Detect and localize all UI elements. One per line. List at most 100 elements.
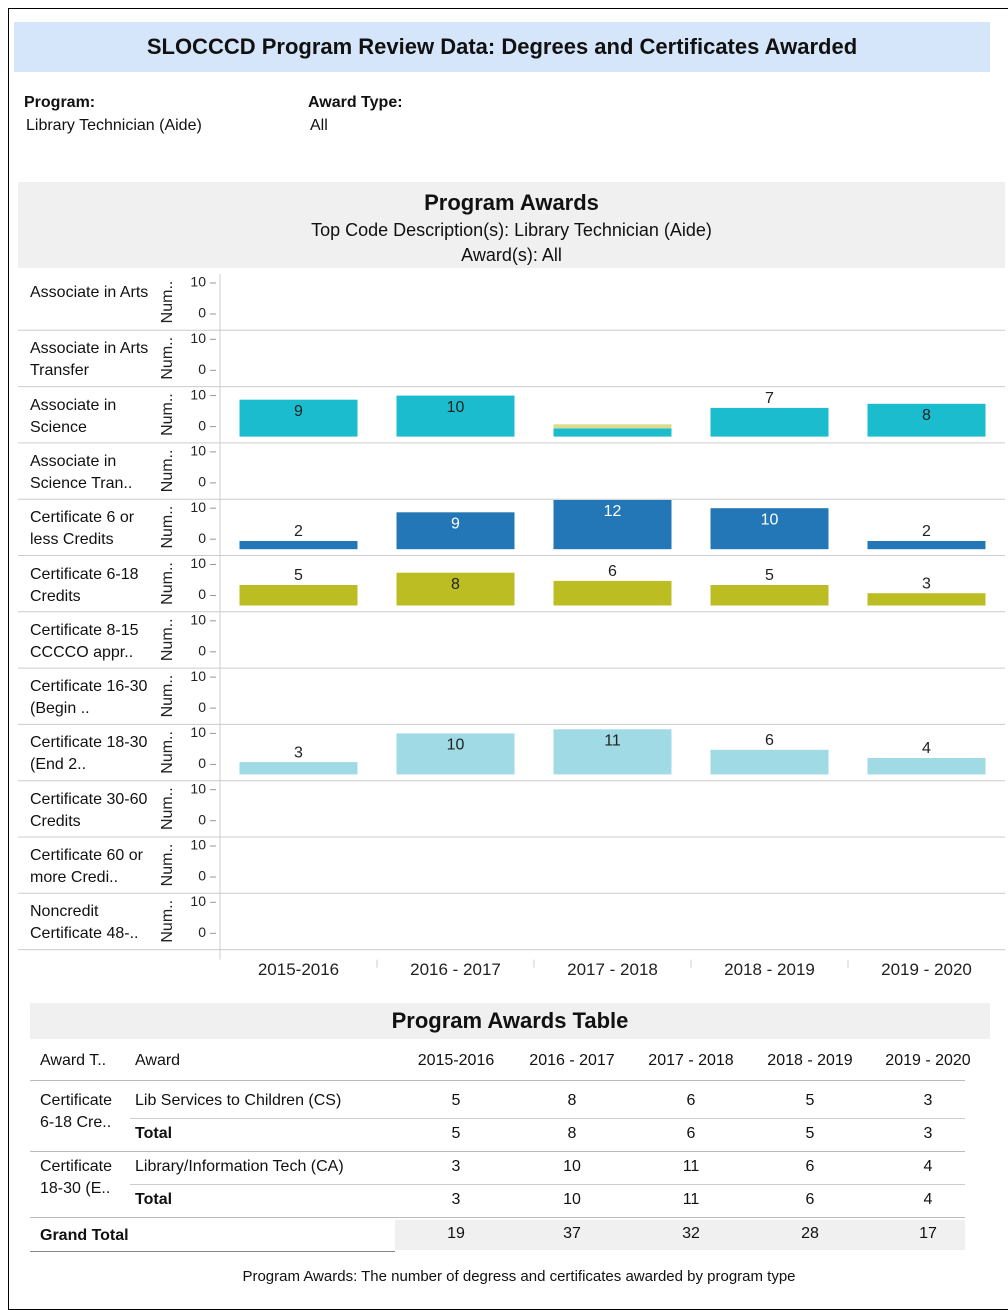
y-tick-label: 10: [190, 386, 206, 402]
row-label: Associate in Arts: [30, 284, 149, 301]
y-axis-label: Num..: [159, 450, 176, 493]
cell: 32: [682, 1225, 700, 1242]
y-tick-label: 0: [198, 305, 206, 321]
cell: 19: [447, 1225, 465, 1242]
y-tick-label: 0: [198, 417, 206, 433]
cell: 5: [805, 1125, 815, 1142]
row-label: Certificate 18-30 (End 2..: [30, 734, 148, 774]
row-label: Associate in Arts Transfer: [30, 340, 149, 380]
chart-header-bar: [18, 182, 1005, 268]
data-label: 3: [922, 575, 931, 592]
data-label: 8: [922, 407, 931, 424]
column-header: 2018 - 2019: [767, 1052, 853, 1069]
bar: [396, 733, 515, 775]
y-axis-label: Num..: [159, 393, 176, 436]
cell: 5: [805, 1092, 815, 1109]
y-tick-label: 0: [198, 643, 206, 659]
cell: 8: [567, 1125, 577, 1142]
data-label: 5: [294, 567, 303, 584]
chart-title: Program Awards: [424, 190, 599, 215]
bar: [553, 424, 672, 429]
x-tick-label: 2015-2016: [258, 960, 339, 979]
y-tick-label: 10: [190, 274, 206, 290]
cell: 5: [451, 1125, 461, 1142]
y-tick-label: 10: [190, 555, 206, 571]
table-bottom-rule: [30, 1251, 395, 1252]
bar: [239, 762, 358, 775]
cell: 3: [451, 1191, 461, 1208]
data-label: 6: [608, 563, 617, 580]
y-axis-label: Num..: [159, 675, 176, 718]
chart: Num.. 0 10 Num.. 0 10 Num.. 0 10 9 10 7 8 Num.. 0 10 Num…: [18, 274, 1005, 979]
x-tick-label: 2017 - 2018: [567, 960, 658, 979]
bar: [867, 541, 986, 550]
bar: [867, 593, 986, 606]
row-label: Certificate 8-15 CCCCO appr..: [30, 621, 139, 661]
data-label: 9: [294, 403, 303, 420]
table-title-bar: [30, 1003, 990, 1039]
y-tick-label: 0: [198, 755, 206, 771]
bar: [239, 541, 358, 550]
data-label: 5: [765, 567, 774, 584]
data-label: 12: [604, 503, 622, 520]
cell: 37: [563, 1225, 581, 1242]
bar: [239, 399, 358, 437]
group-rule: [30, 1217, 965, 1218]
column-header: 2019 - 2020: [885, 1052, 971, 1069]
header-title: SLOCCCD Program Review Data: Degrees and…: [146, 34, 858, 59]
bar: [553, 580, 672, 606]
y-axis-label: Num..: [159, 787, 176, 830]
y-tick-label: 0: [198, 699, 206, 715]
row-label: Certificate 16-30 (Begin ..: [30, 678, 148, 718]
cell: 11: [682, 1158, 700, 1175]
bar: [553, 428, 672, 437]
cell: 8: [567, 1092, 577, 1109]
x-tick-label: 2019 - 2020: [881, 960, 972, 979]
data-label: 11: [604, 733, 621, 750]
bar: [553, 729, 672, 775]
award-name: Total: [135, 1125, 173, 1142]
row-label: Noncredit Certificate 48-..: [30, 903, 139, 943]
bar: [867, 758, 986, 775]
filter-label: Program:: [24, 94, 96, 111]
cell: 5: [451, 1092, 461, 1109]
bar: [710, 508, 829, 550]
y-tick-label: 10: [190, 837, 206, 853]
header-rule: [30, 1080, 965, 1081]
y-axis-label: Num..: [159, 281, 176, 324]
cell: 11: [682, 1191, 700, 1208]
y-tick-label: 10: [190, 612, 206, 628]
chart-subtitle: Award(s): All: [461, 245, 562, 265]
cell: 6: [686, 1092, 696, 1109]
y-tick-label: 10: [190, 668, 206, 684]
cell: 3: [923, 1125, 933, 1142]
cell: 3: [923, 1092, 933, 1109]
award-type: Certificate 6-18 Cre..: [40, 1092, 113, 1131]
award-name: Total: [135, 1191, 173, 1208]
row-label: Certificate 6 or less Credits: [30, 509, 135, 549]
cell: 17: [919, 1225, 937, 1242]
y-axis-label: Num..: [159, 506, 176, 549]
cell: 3: [451, 1158, 461, 1175]
cell: 10: [563, 1158, 581, 1175]
row-label: Associate in Science: [30, 396, 117, 436]
row-label: Certificate 6-18 Credits: [30, 565, 139, 605]
cell: 6: [686, 1125, 696, 1142]
bar: [710, 749, 829, 775]
y-tick-label: 0: [198, 586, 206, 602]
y-tick-label: 0: [198, 868, 206, 884]
x-tick-label: 2016 - 2017: [410, 960, 501, 979]
column-header: Award: [135, 1052, 181, 1069]
row-label: Associate in Science Tran..: [30, 452, 133, 492]
y-tick-label: 0: [198, 811, 206, 827]
y-axis-label: Num..: [159, 844, 176, 887]
column-header: 2016 - 2017: [529, 1052, 615, 1069]
footer: Program Awards: The number of degress an…: [242, 1268, 796, 1285]
y-tick-label: 0: [198, 361, 206, 377]
grand-total-label: Grand Total: [40, 1227, 129, 1244]
bar: [396, 512, 515, 550]
cell: 10: [563, 1191, 581, 1208]
y-tick-label: 10: [190, 499, 206, 515]
grand-total-bg: [395, 1220, 965, 1250]
